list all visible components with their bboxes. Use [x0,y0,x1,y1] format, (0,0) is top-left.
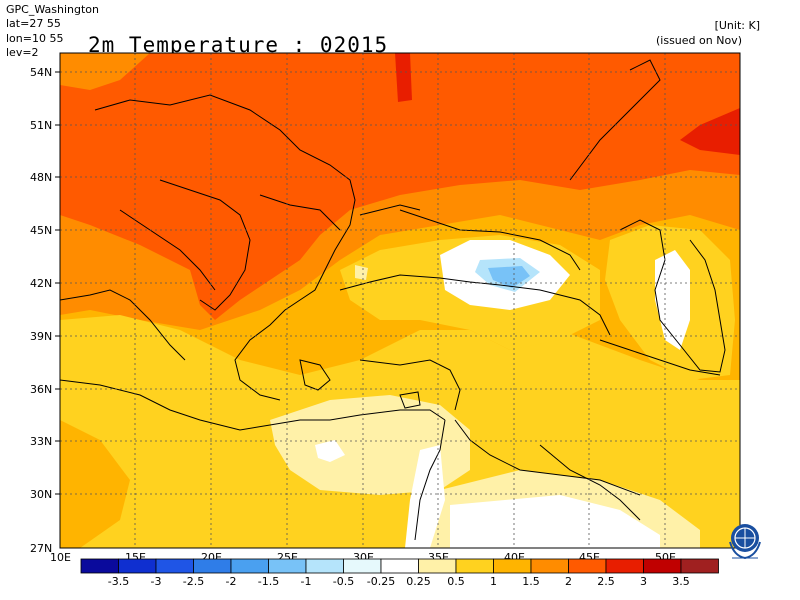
legend-label: -0.25 [367,575,395,588]
legend-label: 0.5 [447,575,465,588]
legend-swatches [80,558,719,574]
legend-swatch [155,558,194,574]
lat-label: 36N [30,383,52,396]
lat-label: 48N [30,171,52,184]
legend-swatch [305,558,344,574]
legend-swatch [605,558,644,574]
legend-swatch [530,558,569,574]
latitude-labels: 54N 51N 48N 45N 42N 39N 36N 33N 30N 27N [30,66,52,555]
source-label: GPC_Washington [6,3,99,16]
legend-label: -2 [226,575,237,588]
legend-label: 2 [565,575,572,588]
coastlines [60,59,726,541]
lat-label: 45N [30,224,52,237]
issued-label: (issued on Nov) [656,34,742,47]
legend-label: 0.25 [406,575,431,588]
legend-swatch [380,558,419,574]
legend-swatch [680,558,719,574]
legend-label: 3 [640,575,647,588]
legend-swatch [230,558,269,574]
lat-label: 39N [30,330,52,343]
legend-swatch [418,558,457,574]
legend-label: -1 [301,575,312,588]
legend-label: -3.5 [108,575,129,588]
level-label: lev=2 [6,46,39,59]
legend-swatch [493,558,532,574]
legend-swatch [455,558,494,574]
legend-label: 1 [490,575,497,588]
lat-label: 27N [30,542,52,555]
wmo-emblem-icon [729,524,761,560]
lon-range-label: lon=10 55 [6,32,64,45]
latitude-ticks [55,71,60,495]
map-frame [59,52,741,549]
legend-swatch [568,558,607,574]
legend-label: -2.5 [183,575,204,588]
unit-label: [Unit: K] [714,19,760,32]
legend-swatch [268,558,307,574]
gridlines [60,53,740,548]
temperature-fill [60,53,740,548]
legend-label: 2.5 [597,575,615,588]
lon-label: 10E [50,551,71,564]
lat-label: 33N [30,435,52,448]
lat-label: 42N [30,277,52,290]
lat-range-label: lat=27 55 [6,17,61,30]
lat-label: 51N [30,119,52,132]
lat-label: 54N [30,66,52,79]
legend-label: -1.5 [258,575,279,588]
legend-label: -3 [151,575,162,588]
legend-swatch [343,558,382,574]
legend-label: -0.5 [333,575,354,588]
legend-swatch [118,558,157,574]
legend-swatch [193,558,232,574]
legend-label: 1.5 [522,575,540,588]
lat-label: 30N [30,488,52,501]
legend-swatch [643,558,682,574]
legend-label: 3.5 [672,575,690,588]
legend-labels: -3.5 -3 -2.5 -2 -1.5 -1 -0.5 -0.25 0.25 … [108,575,690,588]
legend-swatch [80,558,119,574]
